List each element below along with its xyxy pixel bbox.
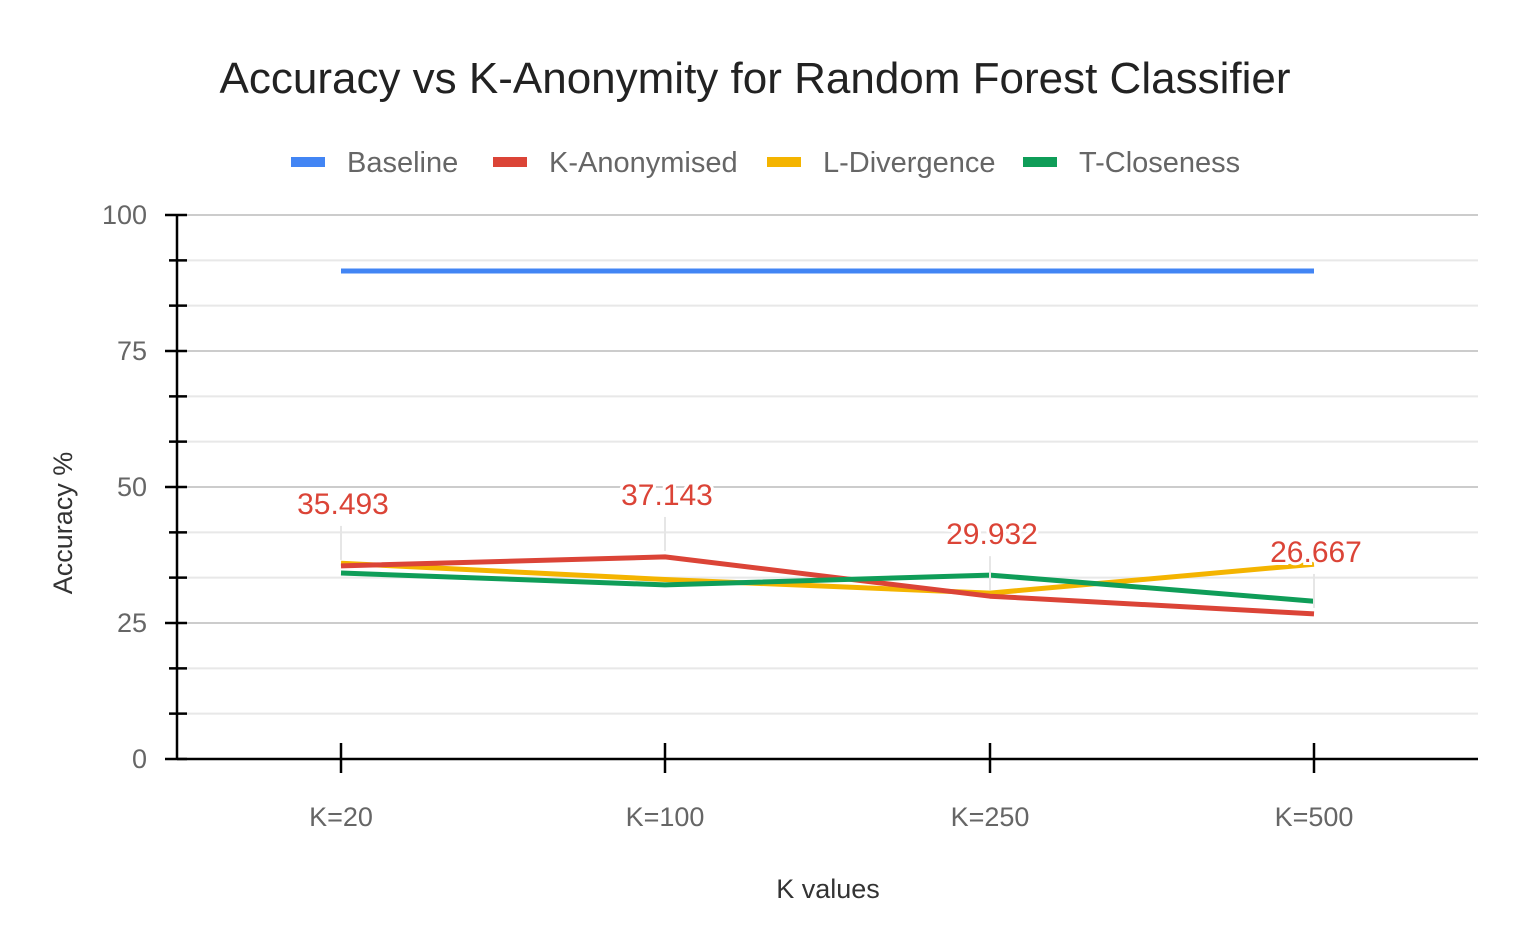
data-label: 37.143 bbox=[621, 479, 713, 512]
x-tick-label: K=100 bbox=[626, 802, 705, 832]
series-line-k-anonymised bbox=[340, 554, 1315, 617]
legend-swatch bbox=[493, 157, 527, 167]
y-tick-label: 50 bbox=[117, 472, 147, 502]
legend-label: Baseline bbox=[347, 147, 458, 179]
gridlines bbox=[177, 214, 1478, 715]
series-lines bbox=[340, 268, 1315, 617]
x-tick-label: K=500 bbox=[1275, 802, 1354, 832]
legend-item: T-Closeness bbox=[1023, 147, 1240, 179]
series-line-l-divergence bbox=[340, 560, 1315, 596]
legend-swatch bbox=[1023, 157, 1057, 167]
legend: Baseline K-Anonymised L-Divergence T-Closen… bbox=[291, 147, 1240, 179]
legend-label: L-Divergence bbox=[823, 147, 995, 179]
data-label: 35.493 bbox=[297, 488, 389, 521]
y-tick-label: 100 bbox=[102, 200, 147, 230]
legend-label: T-Closeness bbox=[1079, 147, 1240, 179]
legend-swatch bbox=[767, 157, 801, 167]
data-labels: 35.493 37.143 29.932 26.667 bbox=[294, 476, 1365, 608]
x-tick-label: K=20 bbox=[309, 802, 373, 832]
legend-item: Baseline bbox=[291, 147, 458, 179]
legend-item: L-Divergence bbox=[767, 147, 995, 179]
x-tick-label: K=250 bbox=[951, 802, 1030, 832]
chart-title: Accuracy vs K-Anonymity for Random Fores… bbox=[220, 54, 1291, 103]
legend-swatch bbox=[291, 157, 325, 167]
y-axis-title: Accuracy % bbox=[48, 452, 78, 595]
y-tick-label: 25 bbox=[117, 608, 147, 638]
y-tick-label: 75 bbox=[117, 336, 147, 366]
legend-item: K-Anonymised bbox=[493, 147, 738, 179]
x-axis-title: K values bbox=[776, 874, 880, 904]
series-line-t-closeness bbox=[340, 570, 1315, 604]
data-label: 29.932 bbox=[946, 518, 1038, 551]
legend-label: K-Anonymised bbox=[549, 147, 738, 179]
axes: 0 25 50 75 100 K=20 K=100 K=250 K=500 bbox=[102, 200, 1478, 832]
y-tick-label: 0 bbox=[132, 744, 147, 774]
data-label: 26.667 bbox=[1270, 536, 1362, 569]
